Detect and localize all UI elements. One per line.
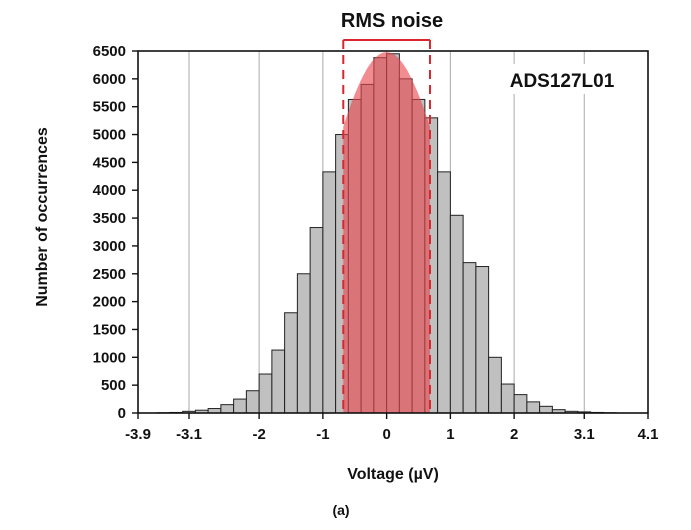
annotation-background bbox=[492, 64, 632, 94]
y-tick-label: 3000 bbox=[93, 238, 126, 255]
x-tick-label: 1 bbox=[446, 426, 454, 443]
histogram-bar bbox=[284, 312, 298, 414]
x-tick-label: -1 bbox=[316, 426, 329, 443]
histogram-bar bbox=[539, 405, 553, 414]
y-axis-label: Number of occurrences bbox=[34, 127, 51, 307]
histogram-bar bbox=[309, 227, 324, 414]
figure-caption: (a) bbox=[332, 502, 349, 518]
y-tick-label: 4000 bbox=[93, 182, 126, 199]
x-tick-label: -3.1 bbox=[176, 426, 202, 443]
histogram-bar bbox=[488, 356, 502, 414]
histogram-bar bbox=[220, 404, 235, 414]
histogram-bar bbox=[233, 398, 247, 414]
histogram-bar bbox=[437, 171, 451, 414]
y-axis-ticks: 0 500 1000 1500 2000 2500 3000 3500 4000 4500 5000… bbox=[93, 43, 138, 422]
plot-frame bbox=[137, 50, 649, 414]
y-tick-label: 6000 bbox=[93, 71, 126, 88]
histogram-bar bbox=[449, 214, 464, 414]
y-tick-label: 5000 bbox=[93, 127, 126, 144]
y-tick-label: 2500 bbox=[93, 266, 126, 283]
x-tick-label: 3.1 bbox=[574, 426, 595, 443]
device-annotation: ADS127L01 bbox=[510, 71, 615, 92]
histogram-bar bbox=[322, 171, 337, 414]
histogram-bar bbox=[296, 273, 311, 414]
y-tick-label: 500 bbox=[101, 377, 126, 394]
histogram-bar bbox=[271, 349, 286, 414]
histogram-bar bbox=[475, 266, 490, 414]
rms-band-layer bbox=[342, 39, 431, 413]
x-axis-ticks: -3.9 -3.1 -2 -1 0 1 2 3.1 4.1 bbox=[125, 413, 658, 443]
x-axis-label: Voltage (µV) bbox=[347, 466, 439, 483]
histogram-bar bbox=[258, 373, 273, 414]
histogram-bar bbox=[245, 390, 260, 414]
rms-noise-region bbox=[343, 52, 430, 413]
y-tick-label: 5500 bbox=[93, 99, 126, 116]
y-tick-label: 1500 bbox=[93, 321, 126, 338]
annotation-box: ADS127L01 bbox=[492, 64, 632, 94]
histogram-bar bbox=[500, 383, 515, 414]
y-tick-label: 0 bbox=[118, 405, 126, 422]
y-tick-label: 4500 bbox=[93, 154, 126, 171]
histogram-bar bbox=[513, 394, 528, 414]
chart-title: RMS noise bbox=[341, 10, 443, 32]
y-tick-label: 2000 bbox=[93, 294, 126, 311]
y-tick-label: 6500 bbox=[93, 43, 126, 60]
x-tick-label: -2 bbox=[252, 426, 265, 443]
y-tick-label: 1000 bbox=[93, 349, 126, 366]
x-tick-label: -3.9 bbox=[125, 426, 151, 443]
histogram-bar bbox=[462, 262, 477, 414]
x-tick-label: 2 bbox=[510, 426, 518, 443]
x-tick-label: 4.1 bbox=[638, 426, 659, 443]
x-tick-label: 0 bbox=[382, 426, 390, 443]
y-tick-label: 3500 bbox=[93, 210, 126, 227]
histogram-bar bbox=[526, 401, 541, 414]
